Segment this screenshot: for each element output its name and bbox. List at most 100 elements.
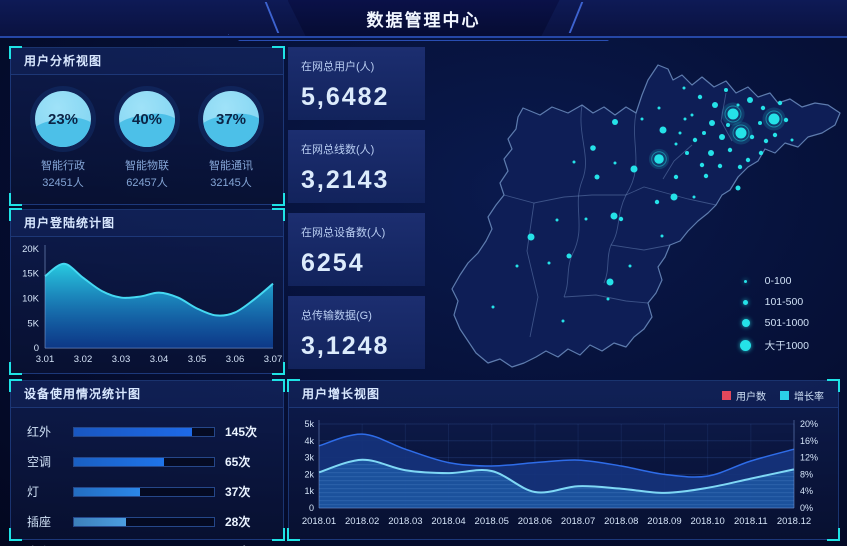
gauge-circle: 23% <box>35 91 91 147</box>
bar-track <box>73 516 215 527</box>
stat-card: 总传输数据(G) 3,1248 <box>288 296 425 369</box>
y-tick: 5K <box>27 318 39 329</box>
gauge-label: 智能行政 32451人 <box>23 158 103 191</box>
right-y-tick: 4% <box>800 486 813 496</box>
x-tick: 2018.03 <box>388 516 422 527</box>
map-legend-dot-box <box>739 279 753 283</box>
x-tick: 2018.01 <box>302 516 336 527</box>
liquid-gauge: 37% 智能通讯 32145人 <box>191 91 271 191</box>
stat-card-column: 在网总用户(人) 5,6482 在网总线数(人) 3,2143 在网总设备数(人) 625… <box>288 47 425 369</box>
map-legend-dot-box <box>739 319 753 327</box>
legend-label: 增长率 <box>794 392 824 403</box>
legend-swatch-icon <box>722 391 731 400</box>
growth-chart-legend: 用户数 增长率 <box>722 388 824 403</box>
x-tick: 3.02 <box>74 354 92 365</box>
x-tick: 3.05 <box>188 354 206 365</box>
header-slash-left <box>264 2 279 33</box>
map-legend-label: 大于1000 <box>764 340 809 352</box>
panel-login-stats: 用户登陆统计图 0 5K 10K 15K 20K 3.01 3.02 3.03 3.04 3.05… <box>9 208 285 375</box>
map-legend: 0-100 101-500 501-1000 大于1000 <box>739 275 809 353</box>
map-legend-label: 0-100 <box>764 275 792 287</box>
gauge-group: 23% 智能行政 32451人 40% 智能物联 62457人 37% 智能通讯 32145人 <box>11 75 283 191</box>
panel-title: 设备使用情况统计图 <box>11 381 283 408</box>
x-tick: 2018.07 <box>561 516 595 527</box>
right-y-tick: 0% <box>800 503 813 513</box>
gauge-circle: 37% <box>203 91 259 147</box>
stat-card-value: 3,1248 <box>301 332 390 360</box>
gauge-name: 智能行政 <box>41 160 85 172</box>
liquid-gauge: 40% 智能物联 62457人 <box>107 91 187 191</box>
map-legend-item[interactable]: 501-1000 <box>739 317 809 329</box>
stat-card-value: 6254 <box>301 249 365 277</box>
bar-fill <box>74 487 140 496</box>
stat-card-value: 3,2143 <box>301 166 390 194</box>
x-tick: 2018.06 <box>518 516 552 527</box>
bar-label: 红外 <box>27 425 52 439</box>
bar-track <box>73 486 215 497</box>
legend-item[interactable]: 用户数 <box>722 388 766 403</box>
map-scatter-dots <box>491 86 794 323</box>
bar-row: 红外 145次 <box>27 423 267 440</box>
panel-title: 用户登陆统计图 <box>11 210 283 237</box>
panel-title: 用户分析视图 <box>11 48 283 75</box>
map-legend-item[interactable]: 101-500 <box>739 296 809 308</box>
map-legend-item[interactable]: 大于1000 <box>739 338 809 353</box>
bar-row: 灯 37次 <box>27 483 267 500</box>
map-legend-dot-icon <box>744 279 748 283</box>
gauge-label: 智能物联 62457人 <box>107 158 187 191</box>
panel-user-growth: 用户增长视图 用户数 增长率 0 1k 2k 3k 4k 5k 0% 4% 8% 12% 16% 20%… <box>287 379 840 541</box>
bar-chart: 红外145次空调65次灯37次插座28次窗帘24次 <box>11 408 283 546</box>
stat-card-label: 在网总设备数(人) <box>301 227 386 239</box>
x-tick: 2018.08 <box>604 516 638 527</box>
region-map: 0-100 101-500 501-1000 大于1000 <box>430 45 847 375</box>
map-svg <box>451 64 841 368</box>
y-tick: 10K <box>22 294 40 305</box>
bar-value: 28次 <box>225 515 251 529</box>
bar-label: 灯 <box>27 485 40 499</box>
map-legend-dot-box <box>739 299 753 305</box>
map-legend-dot-icon <box>741 319 750 327</box>
left-y-tick: 0 <box>309 503 314 513</box>
map-district-borders <box>503 92 733 338</box>
login-area-chart: 0 5K 10K 15K 20K 3.01 3.02 3.03 3.04 3.05 3.06 3.07 <box>22 244 282 365</box>
left-y-tick: 5k <box>304 419 314 429</box>
panel-device-usage: 设备使用情况统计图 红外145次空调65次灯37次插座28次窗帘24次 <box>9 379 285 546</box>
bar-track <box>73 426 215 437</box>
right-y-tick: 20% <box>800 419 818 429</box>
gauge-count: 62457人 <box>126 176 168 189</box>
gauge-circle: 40% <box>119 91 175 147</box>
bar-value: 37次 <box>225 485 251 499</box>
bar-row: 空调 65次 <box>27 453 267 470</box>
x-tick: 3.07 <box>264 354 282 365</box>
right-y-tick: 12% <box>800 453 818 463</box>
gauge-name: 智能物联 <box>125 160 169 172</box>
legend-item[interactable]: 增长率 <box>780 388 824 403</box>
x-tick: 2018.09 <box>647 516 681 527</box>
map-legend-dot-box <box>739 340 753 351</box>
map-legend-item[interactable]: 0-100 <box>739 275 809 287</box>
left-y-tick: 2k <box>304 469 314 479</box>
x-tick: 2018.10 <box>690 516 724 527</box>
map-legend-dot-icon <box>740 340 752 351</box>
left-y-tick: 1k <box>304 486 314 496</box>
right-y-tick: 16% <box>800 436 818 446</box>
stat-card: 在网总用户(人) 5,6482 <box>288 47 425 120</box>
bar-value: 145次 <box>225 425 258 439</box>
x-tick: 2018.11 <box>734 516 768 527</box>
bar-label: 空调 <box>27 455 52 469</box>
stat-card: 在网总设备数(人) 6254 <box>288 213 425 286</box>
growth-area-chart: 0 1k 2k 3k 4k 5k 0% 4% 8% 12% 16% 20% 2018.01 2018.02… <box>302 419 818 527</box>
x-tick: 3.06 <box>226 354 244 365</box>
legend-swatch-icon <box>780 391 789 400</box>
y-tick: 15K <box>22 269 40 280</box>
bar-value: 65次 <box>225 455 251 469</box>
page-title: 数据管理中心 <box>366 10 481 30</box>
stat-card-label: 在网总线数(人) <box>301 144 375 156</box>
map-legend-label: 101-500 <box>764 296 804 308</box>
map-outline <box>451 64 841 368</box>
liquid-gauge: 23% 智能行政 32451人 <box>23 91 103 191</box>
panel-user-analysis: 用户分析视图 23% 智能行政 32451人 40% 智能物联 62457人 37% 智能通讯… <box>9 46 285 206</box>
left-y-tick: 4k <box>304 436 314 446</box>
x-tick: 3.01 <box>36 354 54 365</box>
